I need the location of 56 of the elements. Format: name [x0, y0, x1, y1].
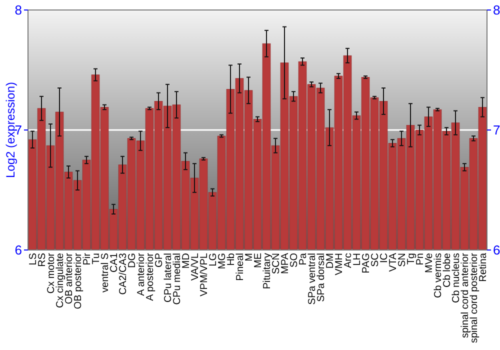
x-tick-label: MD: [181, 253, 192, 269]
x-tick-label: CA2/CA3: [118, 252, 129, 295]
y-tick-label: 6: [14, 242, 22, 258]
y2-tick-label: 6: [493, 242, 500, 258]
x-tick-label: SO: [289, 252, 300, 268]
x-tick-label: CPu medial: [172, 253, 183, 305]
x-tick-label: MPA: [280, 252, 291, 274]
x-tick-label: CPu lateral: [163, 253, 174, 302]
x-tick-label: ventral S: [100, 252, 111, 292]
y2-tick-label: 7: [493, 122, 500, 138]
x-tick-label: A posterior: [145, 252, 156, 301]
x-tick-label: Hb: [226, 252, 237, 266]
x-tick-label: VMH: [334, 253, 345, 276]
x-tick-label: OB posterior: [73, 252, 84, 310]
x-tick-label: LG: [208, 252, 219, 266]
x-tick-label: RS: [37, 252, 48, 267]
x-tick-label: Cx cingulate: [55, 252, 66, 308]
x-tick-label: DG: [127, 252, 138, 268]
x-tick-label: SPa ventral: [307, 253, 318, 305]
x-tick-label: Pituitary: [262, 253, 273, 290]
x-tick-label: SN: [397, 253, 408, 267]
x-tick-label: Pir: [82, 252, 93, 266]
x-tick-label: CA1: [109, 252, 120, 272]
x-tick-label: VA/VL: [190, 252, 201, 281]
x-tick-label: MG: [217, 252, 228, 270]
x-tick-label: SPa dorsal: [316, 253, 327, 302]
x-tick-label: Tu: [91, 253, 102, 264]
x-tick-label: A anterior: [136, 252, 147, 296]
x-tick-label: Cx motor: [46, 252, 57, 294]
x-tick-label: IC: [379, 253, 390, 263]
x-tick-label: Cb lobe: [442, 252, 453, 288]
x-tick-label: LH: [352, 253, 363, 266]
x-tick-label: Pa: [298, 252, 309, 266]
x-tick-label: LS: [28, 252, 39, 266]
x-tick-label: DM: [325, 253, 336, 269]
y2-tick-label: 8: [493, 2, 500, 18]
x-tick-label: GP: [154, 252, 165, 268]
x-tick-label: spinal cord posterior: [469, 252, 480, 344]
x-tick-label: Cb vermis: [433, 253, 444, 298]
x-tick-label: Retina: [478, 252, 489, 282]
x-tick-label: spinal cord anterior: [460, 252, 471, 338]
y-tick-label: 8: [14, 2, 22, 18]
x-tick-label: Arc: [343, 253, 354, 268]
x-tick-label: Tg: [406, 253, 417, 265]
x-tick-label: MVe: [424, 252, 435, 274]
x-tick-label: SC: [370, 253, 381, 267]
x-tick-label: Cb nucleus: [451, 253, 462, 304]
x-tick-label: Pineal: [235, 253, 246, 281]
x-tick-label: OB anterior: [64, 252, 75, 304]
x-tick-label: Pn: [415, 253, 426, 266]
x-tick-label: VPM/VPL: [199, 252, 210, 296]
x-tick-label: PAG: [361, 252, 372, 274]
x-tick-label: ME: [253, 252, 264, 268]
x-tick-label: VTA: [388, 252, 399, 272]
x-tick-label: SCN: [271, 253, 282, 274]
x-tick-label: M: [244, 253, 255, 262]
